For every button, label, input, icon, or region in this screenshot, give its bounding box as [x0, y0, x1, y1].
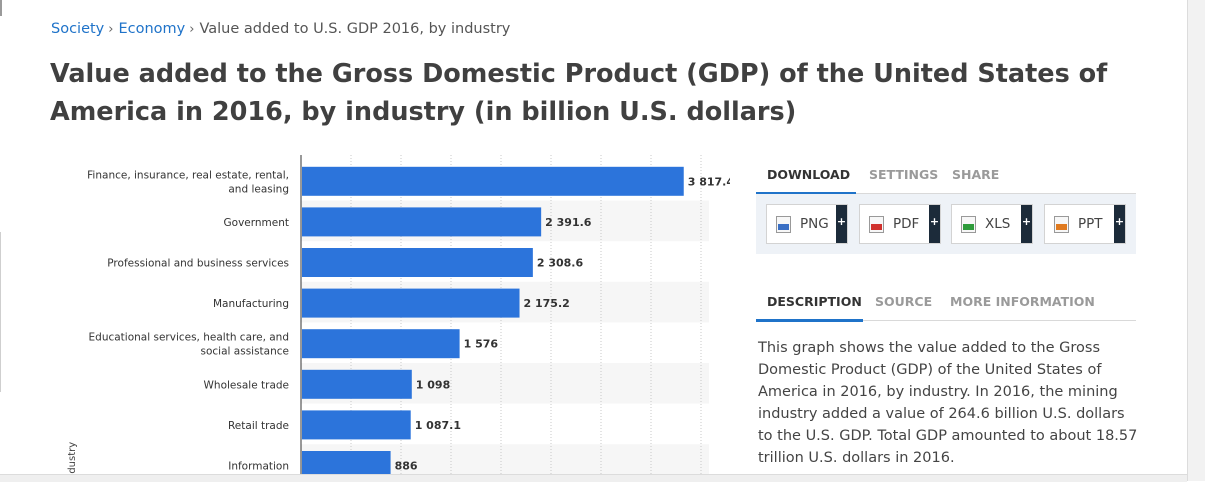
bar-chart-svg: 3 817.4 Finance, insurance, real estate, …: [67, 155, 730, 481]
download-ppt-label: PPT: [1078, 216, 1103, 232]
window-edge: [0, 232, 1, 392]
bar: [302, 410, 411, 440]
download-tabs: DOWNLOAD SETTINGS SHARE: [756, 155, 1136, 195]
data-label: 2 391.6: [545, 216, 592, 229]
download-ppt-button[interactable]: PPT +: [1044, 204, 1126, 244]
plus-icon[interactable]: +: [929, 205, 940, 243]
plus-icon[interactable]: +: [1021, 205, 1032, 243]
tab-more-information[interactable]: MORE INFORMATION: [950, 294, 1095, 309]
png-file-icon: [776, 216, 791, 233]
data-label: 886: [395, 460, 418, 473]
description-text: This graph shows the value added to the …: [758, 340, 1138, 466]
data-label: 2 175.2: [524, 297, 570, 310]
category-label: and leasing: [228, 183, 289, 195]
download-xls-button[interactable]: XLS +: [951, 204, 1033, 244]
category-label: Finance, insurance, real estate, rental,: [87, 169, 289, 181]
breadcrumb-link-economy[interactable]: Economy: [118, 21, 186, 37]
bottom-edge: [0, 474, 1187, 482]
plus-icon[interactable]: +: [1114, 205, 1125, 243]
y-axis-title: ndustry: [67, 442, 78, 480]
data-label: 1 087.1: [415, 419, 461, 432]
bar: [302, 207, 542, 237]
breadcrumb-link-society[interactable]: Society: [51, 21, 105, 37]
bar-chart: 3 817.4 Finance, insurance, real estate, …: [0, 155, 730, 481]
category-label: Educational services, health care, and: [89, 332, 289, 344]
data-label: 2 308.6: [537, 257, 584, 270]
category-label: social assistance: [201, 346, 289, 358]
download-png-button[interactable]: PNG +: [766, 204, 848, 244]
breadcrumb-current: Value added to U.S. GDP 2016, by industr…: [199, 21, 511, 37]
tab-description[interactable]: DESCRIPTION: [767, 294, 862, 309]
active-tab-indicator: [756, 319, 863, 322]
data-label: 1 576: [464, 338, 499, 351]
xls-file-icon: [961, 216, 976, 233]
bar: [302, 288, 520, 318]
pdf-file-icon: [869, 216, 884, 233]
ppt-file-icon: [1054, 216, 1069, 233]
tab-settings[interactable]: SETTINGS: [869, 167, 939, 182]
page-title: Value added to the Gross Domestic Produc…: [50, 59, 1108, 127]
download-pdf-button[interactable]: PDF +: [859, 204, 941, 244]
bar: [302, 166, 684, 196]
category-label: Wholesale trade: [204, 379, 289, 391]
category-label: Retail trade: [228, 420, 289, 432]
category-label: Government: [224, 217, 289, 229]
info-tabs: DESCRIPTION SOURCE MORE INFORMATION: [756, 282, 1136, 322]
tab-download[interactable]: DOWNLOAD: [767, 167, 851, 182]
download-pdf-label: PDF: [893, 216, 920, 232]
tab-share[interactable]: SHARE: [952, 167, 1000, 182]
download-xls-label: XLS: [985, 216, 1011, 232]
breadcrumb-separator: ›: [189, 22, 195, 37]
category-label: Professional and business services: [107, 258, 289, 270]
category-label: Information: [228, 461, 289, 473]
bar: [302, 329, 460, 359]
category-label: Manufacturing: [213, 298, 289, 310]
active-tab-indicator: [756, 192, 856, 195]
scrollbar-track[interactable]: [1187, 0, 1205, 481]
breadcrumb: Society › Economy › Value added to U.S. GDP …: [51, 21, 510, 37]
breadcrumb-separator: ›: [108, 22, 114, 37]
data-label: 1 098: [416, 378, 450, 391]
tab-source[interactable]: SOURCE: [875, 294, 933, 309]
plus-icon[interactable]: +: [836, 205, 847, 243]
download-buttons-box: PNG + PDF + XLS + PPT +: [756, 194, 1136, 254]
bar: [302, 369, 412, 399]
data-label: 3 817.4: [688, 175, 730, 188]
window-edge: [0, 0, 2, 16]
bar: [302, 248, 533, 277]
download-png-label: PNG: [800, 216, 829, 232]
